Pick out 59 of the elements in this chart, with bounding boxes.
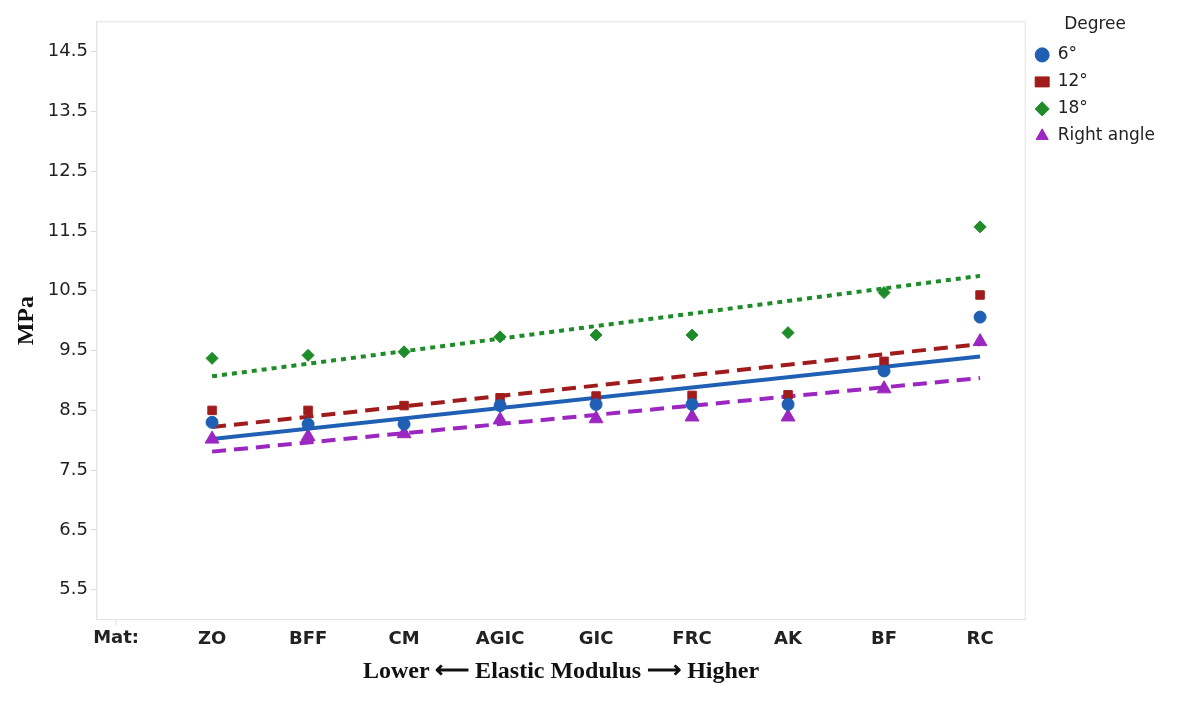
- y-tick-label: 7.5: [59, 457, 88, 479]
- point: [589, 328, 603, 342]
- point: [397, 345, 411, 359]
- x-axis-title: Lower ⟵ Elastic Modulus ⟶ Higher: [362, 656, 760, 683]
- point: [493, 399, 507, 413]
- x-tick-label: BF: [871, 627, 898, 649]
- x-tick-label: CM: [388, 627, 420, 649]
- y-tick-label: 5.5: [59, 577, 88, 599]
- x-tick-label: AK: [774, 627, 804, 649]
- point: [877, 364, 891, 378]
- point: [207, 405, 217, 416]
- x-tick-label: GIC: [578, 627, 614, 649]
- point: [300, 428, 316, 442]
- text: Mat:: [93, 626, 140, 648]
- point: [781, 397, 795, 411]
- legend-title: Degree: [1064, 12, 1127, 33]
- point: [781, 326, 795, 340]
- point: [685, 397, 699, 411]
- legend-label: 12°: [1057, 70, 1088, 91]
- legend-label: Right angle: [1057, 124, 1156, 145]
- point: [975, 290, 985, 300]
- y-tick-label: 14.5: [47, 39, 88, 61]
- x-tick-label: FRC: [672, 627, 712, 649]
- point: [205, 351, 219, 365]
- legend-label: 18°: [1057, 97, 1088, 118]
- point: [973, 220, 987, 234]
- x-tick-label: BFF: [288, 627, 328, 649]
- point: [493, 330, 507, 344]
- point: [685, 328, 699, 342]
- point: [876, 380, 892, 394]
- x-tick-label: RC: [966, 627, 994, 649]
- point: [780, 408, 796, 422]
- y-tick-label: 11.5: [47, 218, 88, 240]
- point: [204, 430, 220, 444]
- y-tick-label: 12.5: [47, 158, 88, 180]
- point: [301, 417, 315, 431]
- y-axis-title: MPa: [11, 296, 38, 346]
- y-tick-label: 9.5: [59, 338, 88, 360]
- point: [303, 405, 313, 416]
- point: [783, 390, 793, 400]
- x-tick-label: AGIC: [475, 627, 525, 649]
- point: [301, 348, 315, 362]
- point: [589, 397, 603, 411]
- point: [972, 333, 988, 347]
- point: [684, 408, 700, 422]
- point: [205, 415, 219, 429]
- point: [492, 411, 508, 425]
- point: [588, 410, 604, 424]
- y-tick-label: 8.5: [59, 398, 88, 420]
- y-tick-label: 6.5: [59, 517, 88, 539]
- y-tick-label: 10.5: [47, 278, 88, 300]
- point: [879, 356, 889, 367]
- point: [973, 310, 987, 324]
- point: [399, 400, 409, 411]
- point: [877, 286, 891, 300]
- legend-label: 6°: [1057, 43, 1077, 64]
- y-tick-label: 13.5: [47, 99, 88, 121]
- point: [397, 417, 411, 431]
- x-tick-label: ZO: [197, 627, 227, 649]
